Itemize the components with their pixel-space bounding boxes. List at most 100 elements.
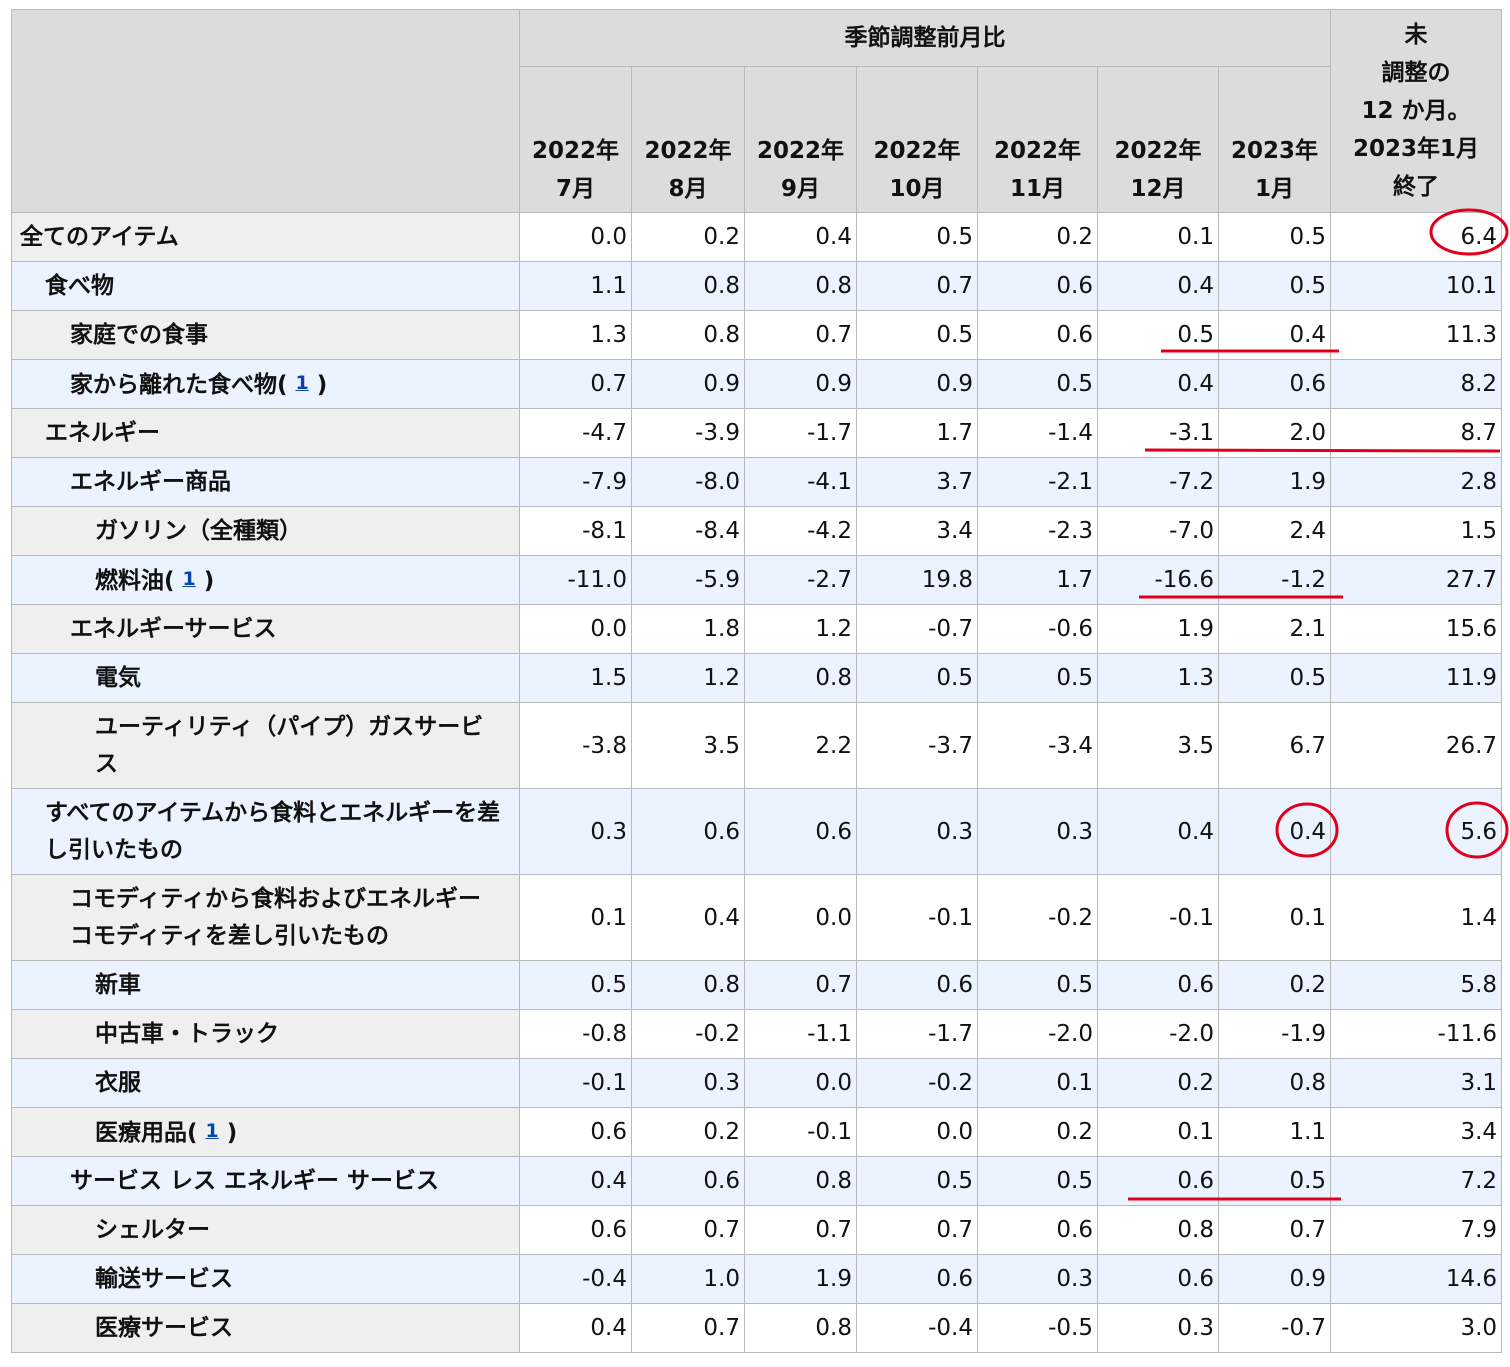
table-row: 輸送サービス -0.4 1.0 1.9 0.6 0.3 0.6 0.9 14.6 bbox=[11, 1254, 1503, 1304]
value-cell: 0.7 bbox=[631, 1205, 745, 1255]
value-cell: 0.1 bbox=[977, 1058, 1098, 1108]
value-cell: -3.4 bbox=[977, 702, 1098, 789]
value-cell: -7.0 bbox=[1097, 506, 1219, 556]
value-cell: 3.0 bbox=[1330, 1303, 1503, 1353]
value-cell: 0.8 bbox=[631, 960, 745, 1010]
table-row: 全てのアイテム 0.0 0.2 0.4 0.5 0.2 0.1 0.5 6.4 bbox=[11, 212, 1503, 262]
value-cell: 0.5 bbox=[856, 212, 978, 262]
value-cell: 0.6 bbox=[631, 1156, 745, 1206]
value-cell: 0.3 bbox=[856, 788, 978, 875]
value-cell: 7.2 bbox=[1330, 1156, 1503, 1206]
value-cell: 0.4 bbox=[1217, 788, 1332, 875]
row-label: 輸送サービス bbox=[11, 1254, 520, 1304]
value-cell: 0.1 bbox=[519, 874, 632, 961]
table-row: 新車 0.5 0.8 0.7 0.6 0.5 0.6 0.2 5.8 bbox=[11, 960, 1503, 1010]
value-cell: -0.5 bbox=[977, 1303, 1098, 1353]
value-cell: -0.2 bbox=[631, 1009, 745, 1059]
value-cell: 0.0 bbox=[519, 604, 632, 654]
row-label: 医療用品( 1 ) bbox=[11, 1107, 520, 1157]
value-cell: -16.6 bbox=[1097, 555, 1219, 605]
table-row: 家から離れた食べ物( 1 ) 0.7 0.9 0.9 0.9 0.5 0.4 0.6 8.2 bbox=[11, 359, 1503, 409]
value-cell: -0.1 bbox=[1097, 874, 1219, 961]
value-cell: 6.7 bbox=[1217, 702, 1332, 789]
value-cell: -11.0 bbox=[519, 555, 632, 605]
row-label: 医療サービス bbox=[11, 1303, 520, 1353]
value-cell: 0.4 bbox=[1097, 788, 1219, 875]
value-cell: 1.0 bbox=[631, 1254, 745, 1304]
value-cell: 0.7 bbox=[856, 261, 978, 311]
value-cell: 0.9 bbox=[631, 359, 745, 409]
row-label: 電気 bbox=[11, 653, 520, 703]
value-cell: 0.7 bbox=[1217, 1205, 1332, 1255]
value-cell: 0.5 bbox=[856, 1156, 978, 1206]
month-header: 2022年 9月 bbox=[744, 66, 857, 213]
value-cell: 0.6 bbox=[977, 261, 1098, 311]
value-cell: 0.1 bbox=[1097, 212, 1219, 262]
value-cell: 0.4 bbox=[631, 874, 745, 961]
value-cell: 0.4 bbox=[1097, 261, 1219, 311]
table-row: 衣服 -0.1 0.3 0.0 -0.2 0.1 0.2 0.8 3.1 bbox=[11, 1058, 1503, 1108]
footnote-link[interactable]: 1 bbox=[205, 1119, 219, 1142]
value-cell: 26.7 bbox=[1330, 702, 1503, 789]
row-label: 衣服 bbox=[11, 1058, 520, 1108]
footnote-link[interactable]: 1 bbox=[182, 567, 196, 590]
value-cell: 0.3 bbox=[977, 1254, 1098, 1304]
unadjusted-12-month-header: 未 調整の 12 か月。 2023年1月 終了 bbox=[1330, 9, 1503, 213]
table-row: 食べ物 1.1 0.8 0.8 0.7 0.6 0.4 0.5 10.1 bbox=[11, 261, 1503, 311]
table-row: ユーティリティ（パイプ）ガスサービス -3.8 3.5 2.2 -3.7 -3.4 3.5 6… bbox=[11, 702, 1503, 789]
value-cell: 5.8 bbox=[1330, 960, 1503, 1010]
row-label: 中古車・トラック bbox=[11, 1009, 520, 1059]
footnote-ref: ( 1 ) bbox=[164, 567, 215, 594]
table-row: 燃料油( 1 ) -11.0 -5.9 -2.7 19.8 1.7 -16.6 -1.2 27.… bbox=[11, 555, 1503, 605]
value-cell: -0.4 bbox=[519, 1254, 632, 1304]
value-cell: 11.9 bbox=[1330, 653, 1503, 703]
value-cell: 0.3 bbox=[977, 788, 1098, 875]
value-cell: -7.9 bbox=[519, 457, 632, 507]
value-cell: 0.5 bbox=[977, 359, 1098, 409]
value-cell: 1.9 bbox=[744, 1254, 857, 1304]
value-cell: -0.1 bbox=[744, 1107, 857, 1157]
value-cell: 14.6 bbox=[1330, 1254, 1503, 1304]
value-cell: 0.5 bbox=[977, 960, 1098, 1010]
value-cell: 0.8 bbox=[744, 1303, 857, 1353]
footnote-ref: ( 1 ) bbox=[277, 371, 328, 398]
table-row: エネルギー -4.7 -3.9 -1.7 1.7 -1.4 -3.1 2.0 8.7 bbox=[11, 408, 1503, 458]
row-label: エネルギー商品 bbox=[11, 457, 520, 507]
value-cell: 0.2 bbox=[977, 212, 1098, 262]
value-cell: 1.9 bbox=[1097, 604, 1219, 654]
value-cell: 8.2 bbox=[1330, 359, 1503, 409]
table-row: コモディティから食料およびエネルギーコモディティを差し引いたもの 0.1 0.4 0.… bbox=[11, 874, 1503, 961]
value-cell: 1.3 bbox=[519, 310, 632, 360]
value-cell: 0.5 bbox=[856, 310, 978, 360]
cpi-table: 季節調整前月比 未 調整の 12 か月。 2023年1月 終了 2022年 7月 … bbox=[11, 9, 1503, 1353]
row-label: 家から離れた食べ物( 1 ) bbox=[11, 359, 520, 409]
value-cell: 0.4 bbox=[519, 1303, 632, 1353]
value-cell: -0.7 bbox=[1217, 1303, 1332, 1353]
row-label: 食べ物 bbox=[11, 261, 520, 311]
value-cell: -2.7 bbox=[744, 555, 857, 605]
month-header: 2023年 1月 bbox=[1217, 66, 1332, 213]
value-cell: 0.5 bbox=[519, 960, 632, 1010]
value-cell: 0.6 bbox=[977, 1205, 1098, 1255]
month-header: 2022年 7月 bbox=[519, 66, 632, 213]
value-cell: 0.2 bbox=[631, 212, 745, 262]
value-cell: 0.0 bbox=[856, 1107, 978, 1157]
table-row: シェルター 0.6 0.7 0.7 0.7 0.6 0.8 0.7 7.9 bbox=[11, 1205, 1503, 1255]
table-row: 医療サービス 0.4 0.7 0.8 -0.4 -0.5 0.3 -0.7 3.0 bbox=[11, 1303, 1503, 1353]
value-cell: 3.5 bbox=[631, 702, 745, 789]
row-label: エネルギーサービス bbox=[11, 604, 520, 654]
table-row: 医療用品( 1 ) 0.6 0.2 -0.1 0.0 0.2 0.1 1.1 3.4 bbox=[11, 1107, 1503, 1157]
row-label: ユーティリティ（パイプ）ガスサービス bbox=[11, 702, 520, 789]
value-cell: 0.4 bbox=[1097, 359, 1219, 409]
footnote-link[interactable]: 1 bbox=[295, 371, 309, 394]
value-cell: 0.1 bbox=[1217, 874, 1332, 961]
month-header: 2022年 11月 bbox=[977, 66, 1098, 213]
value-cell: 7.9 bbox=[1330, 1205, 1503, 1255]
value-cell: -8.4 bbox=[631, 506, 745, 556]
value-cell: 2.1 bbox=[1217, 604, 1332, 654]
value-cell: 0.2 bbox=[1217, 960, 1332, 1010]
value-cell: 0.2 bbox=[1097, 1058, 1219, 1108]
value-cell: -8.0 bbox=[631, 457, 745, 507]
table-row: すべてのアイテムから食料とエネルギーを差し引いたもの 0.3 0.6 0.6 0.3 0.… bbox=[11, 788, 1503, 875]
value-cell: 0.4 bbox=[744, 212, 857, 262]
